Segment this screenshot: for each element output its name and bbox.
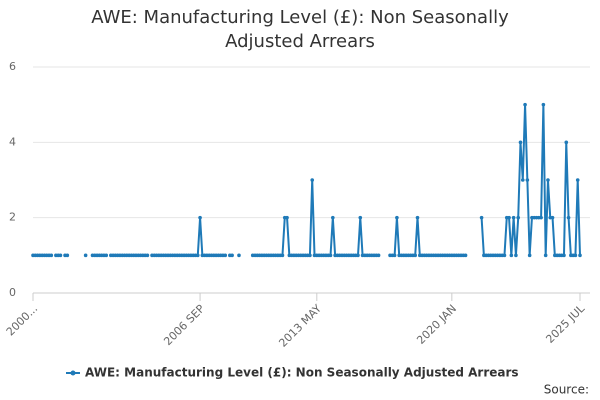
data-point: [358, 215, 363, 220]
data-point: [356, 253, 360, 258]
data-point: [223, 253, 228, 258]
data-point: [58, 253, 63, 258]
data-point: [280, 253, 285, 258]
data-point: [463, 253, 468, 258]
data-point: [331, 215, 335, 220]
data-point: [546, 178, 550, 182]
y-tick-label: 0: [9, 286, 16, 299]
x-tick-label: 2006 SEP: [161, 302, 207, 348]
data-point: [415, 215, 420, 220]
data-point: [49, 253, 54, 258]
data-point: [564, 140, 569, 145]
data-point: [509, 253, 514, 258]
data-point: [237, 253, 241, 258]
data-point: [502, 253, 507, 258]
data-point: [575, 178, 580, 182]
data-point: [523, 102, 527, 107]
data-point: [543, 253, 548, 258]
data-point: [230, 253, 234, 258]
data-point: [578, 253, 582, 258]
data-point: [518, 140, 523, 145]
data-point: [539, 215, 543, 220]
data-point: [511, 215, 516, 220]
chart-title: AWE: Manufacturing Level (£): Non Season…: [91, 7, 509, 52]
data-point: [195, 253, 200, 258]
series-line: [33, 104, 581, 257]
x-tick-label: 2000...: [4, 302, 40, 338]
data-point: [520, 178, 525, 182]
source-label: Source:: [544, 383, 589, 397]
data-point: [308, 253, 312, 258]
data-point: [516, 215, 521, 220]
data-point: [507, 215, 511, 220]
data-point: [514, 253, 518, 258]
data-point: [562, 253, 566, 258]
data-point: [198, 215, 202, 220]
x-tick-label: 2013 MAY: [276, 302, 324, 350]
data-point: [573, 253, 578, 258]
y-tick-label: 6: [9, 60, 16, 73]
y-tick-label: 2: [9, 211, 16, 224]
data-point: [392, 253, 397, 258]
data-point: [285, 215, 289, 220]
x-tick-label: 2025 JUL: [543, 301, 587, 345]
data-point: [104, 253, 109, 258]
data-point: [145, 253, 150, 258]
data-point: [479, 215, 484, 220]
x-tick-label: 2020 JAN: [414, 302, 459, 347]
data-point: [376, 253, 381, 258]
data-point: [527, 253, 532, 258]
data-point: [83, 253, 88, 258]
data-point: [395, 215, 399, 220]
legend-marker: [70, 370, 76, 376]
data-point: [413, 253, 418, 258]
y-tick-label: 4: [9, 135, 16, 148]
data-point: [310, 178, 315, 182]
data-point: [65, 253, 70, 258]
data-point: [328, 253, 333, 258]
legend-label: AWE: Manufacturing Level (£): Non Season…: [85, 366, 519, 380]
data-point: [566, 215, 571, 220]
data-point: [550, 215, 555, 220]
data-point: [541, 102, 546, 107]
data-point: [525, 178, 530, 182]
